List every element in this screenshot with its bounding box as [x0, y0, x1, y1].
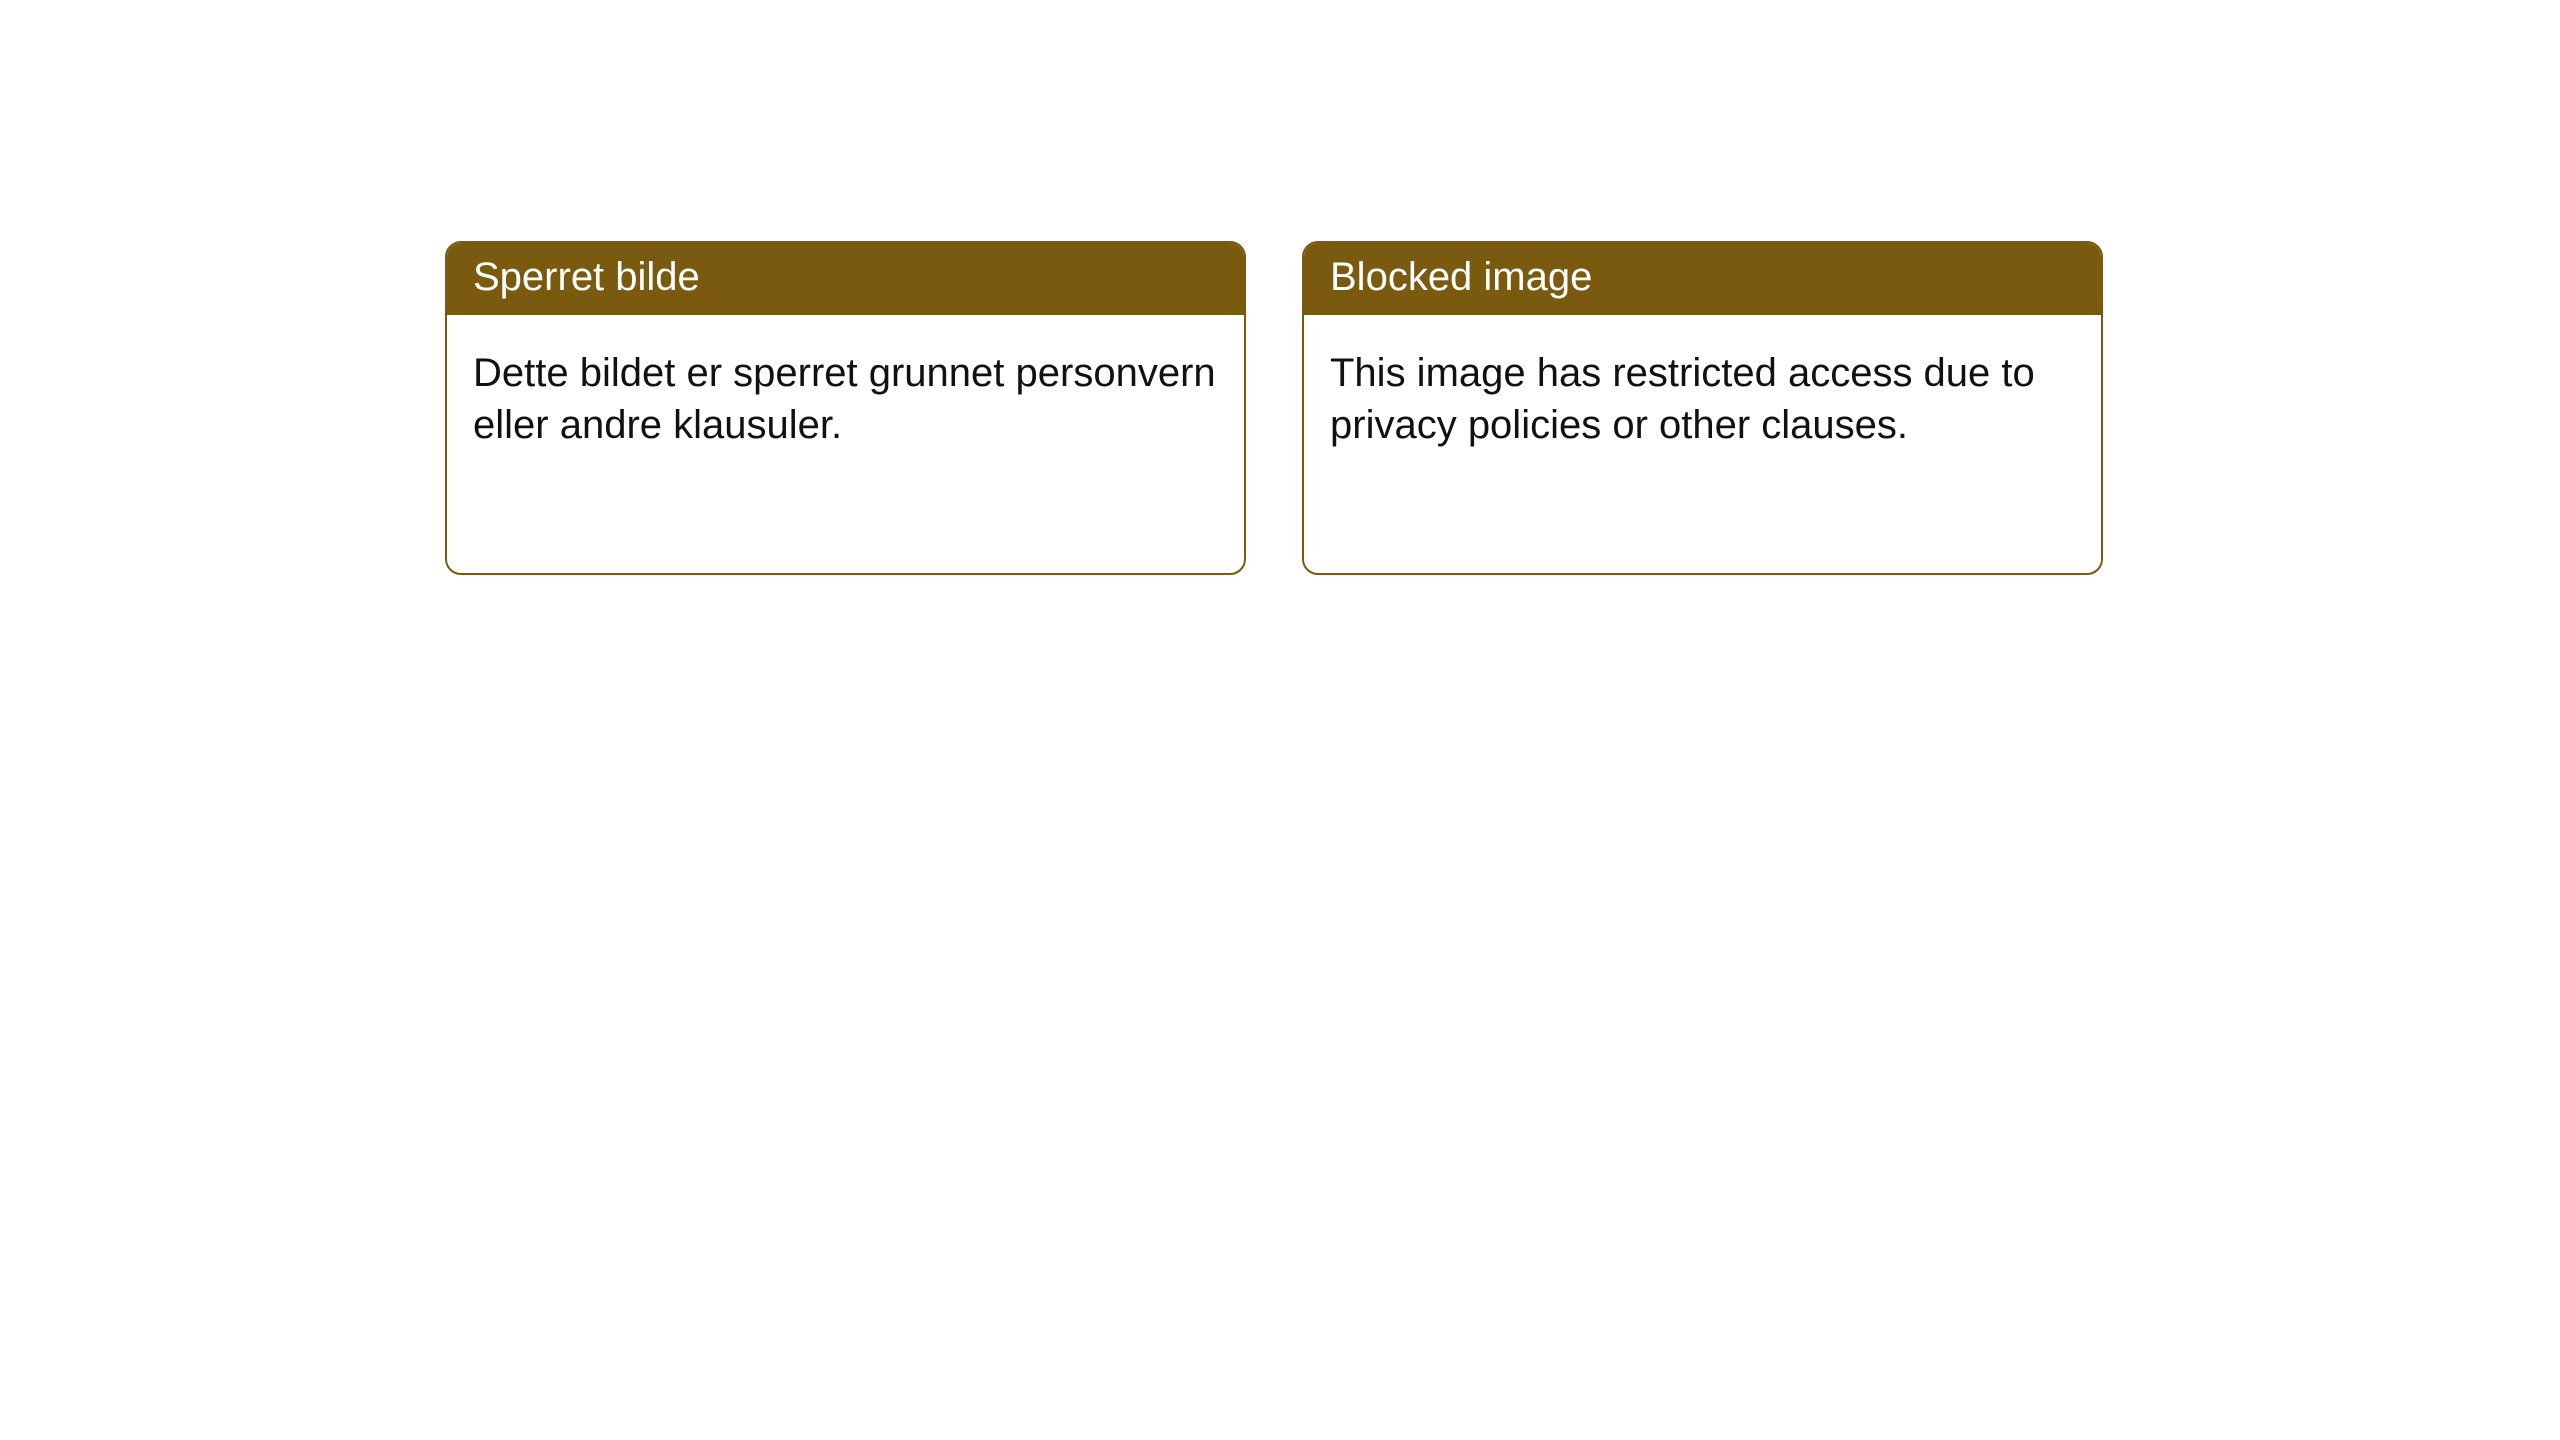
card-header: Sperret bilde — [447, 243, 1244, 315]
card-body-text: Dette bildet er sperret grunnet personve… — [447, 315, 1244, 483]
notice-container: Sperret bilde Dette bildet er sperret gr… — [0, 0, 2560, 575]
card-header: Blocked image — [1304, 243, 2101, 315]
card-body-text: This image has restricted access due to … — [1304, 315, 2101, 483]
blocked-image-card-en: Blocked image This image has restricted … — [1302, 241, 2103, 575]
blocked-image-card-no: Sperret bilde Dette bildet er sperret gr… — [445, 241, 1246, 575]
